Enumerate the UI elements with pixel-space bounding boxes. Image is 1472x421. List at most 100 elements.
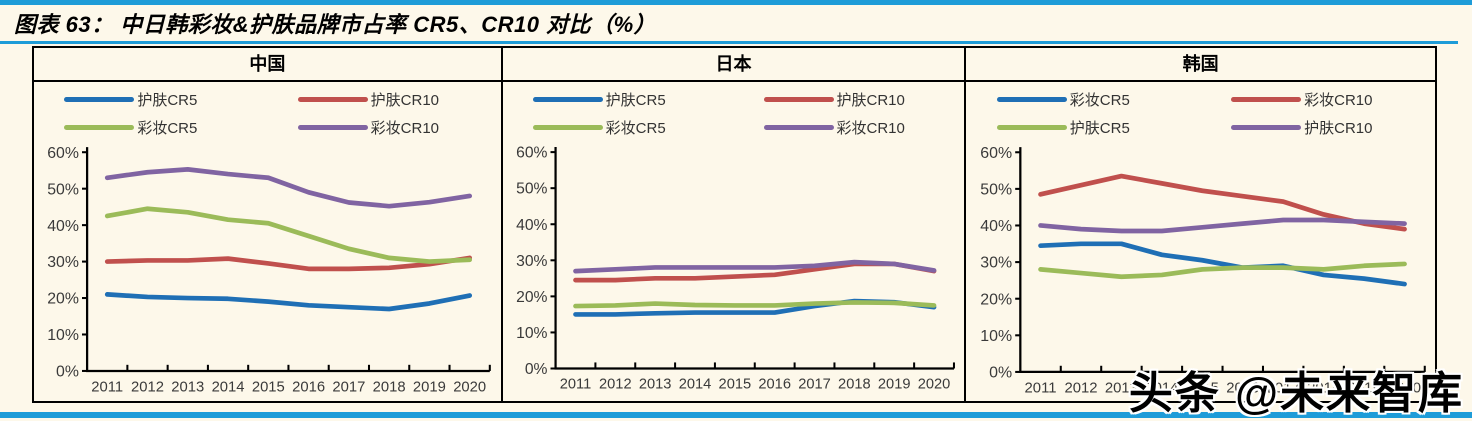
svg-text:0%: 0% bbox=[56, 364, 79, 381]
panel-body-japan: 护肤CR5 护肤CR10 彩妆CR5 彩妆CR10 0% 10% bbox=[503, 82, 965, 401]
svg-text:20%: 20% bbox=[516, 289, 547, 306]
legend-item: 彩妆CR10 bbox=[267, 115, 500, 140]
svg-text:2012: 2012 bbox=[131, 379, 164, 395]
legend-item: 彩妆CR10 bbox=[1201, 87, 1435, 112]
svg-text:2017: 2017 bbox=[798, 377, 831, 393]
svg-text:40%: 40% bbox=[980, 218, 1012, 235]
panel-header-korea: 韩国 bbox=[966, 48, 1435, 82]
svg-text:50%: 50% bbox=[980, 182, 1012, 199]
legend-label: 护肤CR10 bbox=[370, 92, 440, 109]
svg-text:2016: 2016 bbox=[292, 379, 325, 395]
svg-text:10%: 10% bbox=[516, 325, 547, 342]
panel-korea: 韩国 彩妆CR5 彩妆CR10 护肤CR5 bbox=[964, 48, 1435, 401]
svg-text:2019: 2019 bbox=[878, 377, 911, 393]
watermark: 头条 @未来智库 bbox=[1128, 369, 1464, 418]
svg-text:2020: 2020 bbox=[1388, 380, 1421, 396]
legend-label: 彩妆CR10 bbox=[836, 120, 905, 137]
legend-china: 护肤CR5 护肤CR10 彩妆CR5 彩妆CR10 bbox=[34, 87, 501, 140]
figure-title-row: 图表 63： 中日韩彩妆&护肤品牌市占率 CR5、CR10 对比（%） bbox=[0, 5, 1472, 41]
svg-text:0%: 0% bbox=[989, 365, 1012, 382]
legend-label: 彩妆CR10 bbox=[370, 120, 440, 137]
svg-text:0%: 0% bbox=[525, 361, 548, 378]
legend-item: 护肤CR5 bbox=[34, 87, 267, 112]
line-chart-korea: 0% 10% 20% 30% 40% 50% 60% 2011 2012 2013 2014 2015… bbox=[980, 145, 1426, 396]
svg-text:10%: 10% bbox=[48, 327, 80, 344]
svg-text:10%: 10% bbox=[980, 328, 1012, 345]
legend-label: 彩妆CR10 bbox=[1304, 92, 1373, 109]
svg-text:2014: 2014 bbox=[679, 377, 712, 393]
legend-item: 彩妆CR5 bbox=[966, 87, 1200, 112]
svg-text:30%: 30% bbox=[48, 254, 80, 271]
svg-text:2015: 2015 bbox=[719, 377, 752, 393]
svg-text:60%: 60% bbox=[516, 145, 547, 162]
svg-text:30%: 30% bbox=[980, 255, 1012, 272]
svg-text:50%: 50% bbox=[48, 181, 80, 198]
legend-label: 彩妆CR5 bbox=[137, 120, 198, 137]
svg-text:2015: 2015 bbox=[1185, 380, 1218, 396]
svg-text:2011: 2011 bbox=[560, 377, 592, 393]
svg-text:2018: 2018 bbox=[838, 377, 871, 393]
svg-text:60%: 60% bbox=[48, 145, 80, 162]
legend-line-swatch bbox=[64, 97, 135, 102]
legend-label: 护肤CR10 bbox=[1304, 120, 1373, 137]
svg-text:2014: 2014 bbox=[1145, 380, 1178, 396]
line-chart-japan: 0% 10% 20% 30% 40% 50% 60% 2011 2012 2013 2014 2015… bbox=[516, 145, 955, 393]
legend-line-swatch bbox=[1231, 125, 1302, 130]
panel-body-china: 护肤CR5 护肤CR10 彩妆CR5 彩妆CR10 0% 10% bbox=[34, 82, 501, 401]
chart-table: 中国 护肤CR5 护肤CR10 彩妆CR5 bbox=[32, 46, 1437, 403]
legend-item: 护肤CR10 bbox=[1201, 115, 1435, 140]
legend-item: 彩妆CR5 bbox=[503, 115, 734, 140]
svg-text:60%: 60% bbox=[980, 145, 1012, 162]
panel-header-china: 中国 bbox=[34, 48, 501, 82]
legend-line-swatch bbox=[1231, 97, 1302, 102]
svg-text:2016: 2016 bbox=[1226, 380, 1259, 396]
svg-text:2020: 2020 bbox=[454, 379, 487, 395]
svg-text:2015: 2015 bbox=[252, 379, 285, 395]
panel-header-japan: 日本 bbox=[502, 48, 965, 82]
legend-label: 护肤CR5 bbox=[605, 92, 666, 109]
svg-text:2012: 2012 bbox=[599, 377, 632, 393]
legend-line-swatch bbox=[64, 125, 135, 130]
svg-text:2018: 2018 bbox=[1307, 380, 1340, 396]
svg-text:2019: 2019 bbox=[413, 379, 446, 395]
svg-text:2012: 2012 bbox=[1064, 380, 1097, 396]
legend-label: 彩妆CR5 bbox=[605, 120, 666, 137]
svg-text:2013: 2013 bbox=[172, 379, 205, 395]
legend-label: 护肤CR5 bbox=[137, 92, 198, 109]
svg-text:2013: 2013 bbox=[639, 377, 672, 393]
legend-item: 护肤CR5 bbox=[503, 87, 734, 112]
svg-text:2016: 2016 bbox=[758, 377, 791, 393]
title-underline bbox=[0, 41, 1458, 44]
legend-item: 彩妆CR5 bbox=[34, 115, 267, 140]
legend-line-swatch bbox=[996, 125, 1067, 130]
legend-line-swatch bbox=[297, 125, 368, 130]
legend-item: 彩妆CR10 bbox=[734, 115, 965, 140]
line-chart-china: 0% 10% 20% 30% 40% 50% 60% 2011 2012 2013 2014 2015… bbox=[48, 145, 492, 395]
panel-china: 中国 护肤CR5 护肤CR10 彩妆CR5 bbox=[34, 48, 501, 401]
svg-text:40%: 40% bbox=[516, 217, 547, 234]
legend-line-swatch bbox=[532, 125, 603, 130]
legend-line-swatch bbox=[763, 97, 834, 102]
legend-label: 护肤CR10 bbox=[836, 92, 905, 109]
legend-label: 护肤CR5 bbox=[1069, 120, 1130, 137]
svg-text:2019: 2019 bbox=[1347, 380, 1380, 396]
bottom-accent-bar bbox=[0, 412, 1472, 418]
legend-line-swatch bbox=[763, 125, 834, 130]
figure-title: 图表 63： 中日韩彩妆&护肤品牌市占率 CR5、CR10 对比（%） bbox=[14, 12, 657, 37]
legend-line-swatch bbox=[532, 97, 603, 102]
panel-japan: 日本 护肤CR5 护肤CR10 彩妆CR5 bbox=[500, 48, 965, 401]
legend-korea: 彩妆CR5 彩妆CR10 护肤CR5 护肤CR10 bbox=[966, 87, 1435, 140]
svg-text:30%: 30% bbox=[516, 253, 547, 270]
panel-body-korea: 彩妆CR5 彩妆CR10 护肤CR5 护肤CR10 0% 10% bbox=[966, 82, 1435, 401]
svg-text:2017: 2017 bbox=[333, 379, 366, 395]
legend-line-swatch bbox=[297, 97, 368, 102]
legend-item: 护肤CR5 bbox=[966, 115, 1200, 140]
svg-text:2011: 2011 bbox=[1024, 380, 1056, 396]
svg-text:2013: 2013 bbox=[1105, 380, 1138, 396]
svg-text:2020: 2020 bbox=[918, 377, 951, 393]
legend-item: 护肤CR10 bbox=[267, 87, 500, 112]
svg-text:2014: 2014 bbox=[212, 379, 245, 395]
legend-label: 彩妆CR5 bbox=[1069, 92, 1130, 109]
svg-text:20%: 20% bbox=[980, 291, 1012, 308]
